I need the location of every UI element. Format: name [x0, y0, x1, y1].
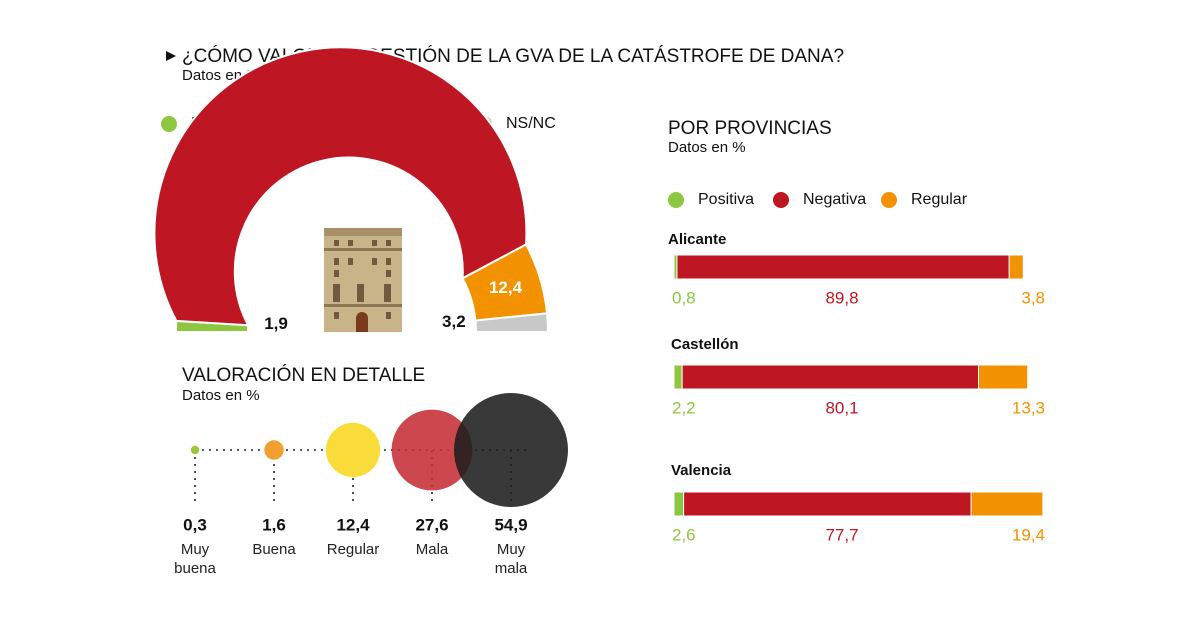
category-label: Alicante: [668, 231, 726, 248]
bar-segment: [681, 364, 980, 390]
bar-segment: [1008, 254, 1024, 280]
bar-segment: [970, 491, 1044, 517]
bubble: [454, 393, 568, 507]
data-label: 2,6: [672, 525, 696, 544]
data-label: 0,8: [672, 288, 696, 307]
category-label: Regular: [326, 541, 380, 558]
chart-title: VALORACIÓN EN DETALLE: [182, 364, 425, 386]
bubble: [190, 445, 200, 455]
bar-segment: [673, 364, 683, 390]
bar-segment: [676, 254, 1010, 280]
bubble: [325, 422, 381, 478]
legend-label: Negativa: [803, 191, 866, 208]
data-label: 1,9: [264, 314, 288, 333]
building-illustration: [324, 228, 402, 332]
data-label: 13,3: [1012, 398, 1045, 417]
legend-label: NS/NC: [506, 115, 556, 132]
data-label: 77,7: [825, 525, 858, 544]
data-label: 12,4: [489, 278, 523, 297]
data-label: 12,4: [336, 515, 370, 534]
bar-segment: [978, 364, 1029, 390]
data-label: 89,8: [825, 288, 858, 307]
category-label: Mala: [415, 541, 449, 558]
data-label: 3,2: [442, 312, 466, 331]
legend-label: Positiva: [698, 191, 754, 208]
data-label: 19,4: [1012, 525, 1045, 544]
data-label: 54,9: [494, 515, 527, 534]
chart-title: POR PROVINCIAS: [668, 118, 832, 139]
data-label: 27,6: [415, 515, 448, 534]
chart-subtitle: Datos en %: [668, 139, 746, 156]
data-label: 80,1: [825, 398, 858, 417]
legend-swatch: [161, 116, 177, 132]
category-label: Valencia: [671, 462, 732, 479]
arc-segment: [474, 312, 550, 333]
data-label: 1,6: [262, 515, 286, 534]
bar-segment: [673, 491, 685, 517]
bubble: [264, 440, 284, 460]
legend-label: Regular: [911, 191, 968, 208]
data-label: 0,3: [183, 515, 207, 534]
legend-swatch: [773, 192, 789, 208]
category-label: Castellón: [671, 336, 739, 353]
category-label: Muy mala: [494, 541, 528, 577]
chart-subtitle: Datos en %: [182, 387, 260, 404]
title-marker: [166, 51, 176, 61]
category-label: Buena: [252, 541, 296, 558]
legend-swatch: [668, 192, 684, 208]
bubble: [391, 409, 473, 491]
bar-segment: [683, 491, 972, 517]
data-label: 3,8: [1021, 288, 1045, 307]
legend-swatch: [881, 192, 897, 208]
arc-segment: [153, 46, 528, 327]
data-label: 82,5: [313, 175, 346, 194]
category-label: Muy buena: [174, 541, 216, 577]
data-label: 2,2: [672, 398, 696, 417]
